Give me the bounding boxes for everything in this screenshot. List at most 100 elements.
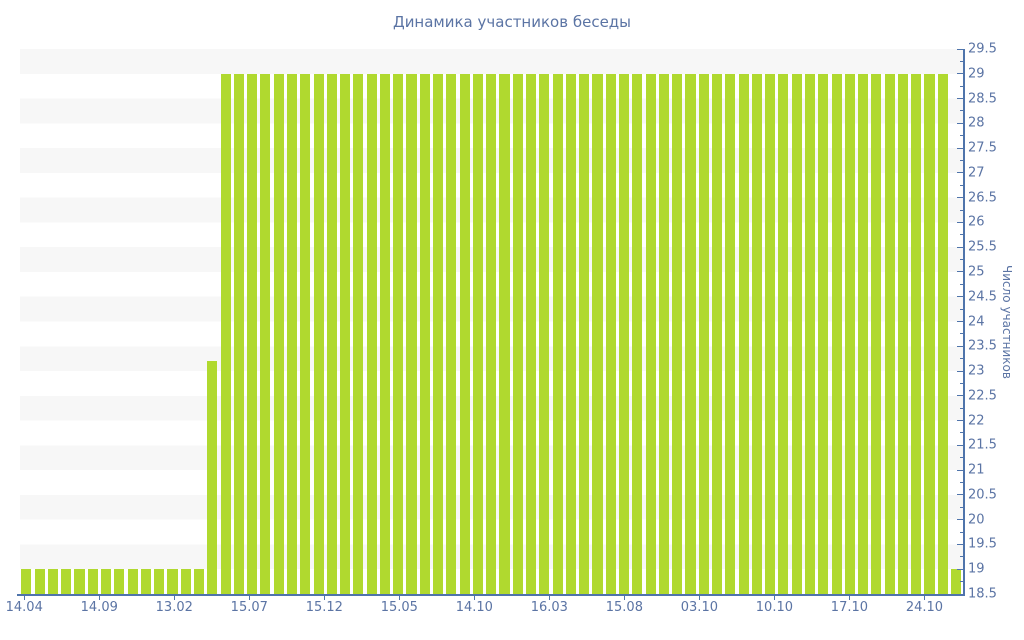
- bar: [658, 73, 669, 594]
- x-axis-line: [17, 594, 965, 596]
- bar: [459, 73, 470, 594]
- y-axis-tick-label: 26.5: [968, 190, 997, 206]
- y-axis-major-tick: [957, 593, 963, 595]
- bar: [818, 73, 829, 594]
- y-axis-major-tick: [957, 147, 963, 149]
- y-axis-tick-label: 29.5: [968, 41, 997, 57]
- bar: [260, 73, 271, 594]
- y-axis-major-tick: [957, 122, 963, 124]
- x-axis-tick: [774, 596, 776, 600]
- bar: [379, 73, 391, 594]
- bar: [472, 73, 483, 594]
- bar: [101, 569, 112, 594]
- bar: [34, 569, 45, 594]
- bar: [937, 73, 948, 594]
- x-axis-labels: 14.04 14.09 13.02 15.07 15.12 15.05 14.10 16.03…: [6, 600, 963, 618]
- y-axis-tick-label: 21: [968, 462, 985, 478]
- bar: [897, 73, 908, 594]
- y-axis-major-tick: [957, 494, 963, 496]
- bar: [552, 73, 563, 594]
- y-axis-major-tick: [957, 172, 963, 174]
- y-axis-minor-tick: [960, 382, 963, 384]
- bar: [884, 73, 895, 594]
- y-axis-tick-label: 24: [968, 314, 985, 329]
- bar: [446, 73, 457, 594]
- bar: [804, 73, 816, 594]
- y-axis-minor-tick: [960, 506, 963, 508]
- bars-container: [20, 49, 963, 594]
- bar: [565, 73, 576, 594]
- bar: [114, 569, 125, 594]
- x-axis-tick: [699, 596, 701, 600]
- y-axis-minor-tick: [960, 209, 963, 211]
- y-axis-tick-label: 18.5: [968, 586, 997, 602]
- y-axis-minor-tick: [960, 60, 963, 62]
- x-axis-tick-label: 15.12: [305, 600, 343, 615]
- bar: [140, 569, 151, 594]
- x-axis-tick-label: 03.10: [680, 600, 718, 615]
- bar: [526, 73, 537, 594]
- bar: [273, 73, 284, 594]
- y-axis-tick-label: 23.5: [968, 338, 997, 354]
- y-axis-major-tick: [957, 271, 963, 273]
- bar: [47, 569, 58, 594]
- x-axis-tick: [474, 596, 476, 600]
- bar: [778, 73, 789, 594]
- y-axis-tick-label: 20: [968, 512, 985, 528]
- bar: [539, 73, 550, 594]
- y-axis-tick-label: 22.5: [968, 388, 997, 404]
- y-axis-tick-label: 23: [968, 363, 985, 379]
- bar: [300, 73, 311, 594]
- y-axis-ticks: [0, 48, 1024, 595]
- bar: [220, 73, 231, 594]
- y-axis-major-tick: [957, 321, 963, 322]
- y-axis-minor-tick: [960, 407, 963, 409]
- bar: [286, 73, 298, 594]
- y-axis-major-tick: [957, 444, 963, 446]
- bar: [61, 569, 72, 594]
- bar: [193, 569, 205, 594]
- bar: [87, 569, 98, 594]
- bar: [340, 73, 351, 594]
- y-axis-major-tick: [957, 73, 963, 75]
- x-axis-tick-label: 13.02: [155, 600, 193, 615]
- x-axis-tick: [24, 596, 26, 600]
- x-axis-tick: [849, 596, 851, 600]
- x-axis-ticks: [20, 596, 963, 601]
- x-axis-tick: [249, 596, 251, 600]
- x-axis-tick: [99, 596, 101, 600]
- y-axis-line: [963, 49, 965, 596]
- y-axis-tick-label: 28: [968, 115, 985, 131]
- bar: [433, 73, 444, 594]
- y-axis-tick-label: 26: [968, 214, 985, 230]
- bar: [167, 569, 178, 594]
- x-axis-tick-label: 24.10: [905, 600, 944, 615]
- y-axis-major-tick: [957, 395, 963, 397]
- y-axis-major-tick: [957, 221, 963, 223]
- bar: [180, 569, 191, 594]
- bar: [233, 73, 244, 594]
- y-axis-minor-tick: [960, 259, 963, 261]
- x-axis-tick-label: 15.08: [605, 600, 643, 615]
- bar: [858, 73, 869, 594]
- y-axis-tick-label: 22: [968, 413, 985, 429]
- y-axis-major-tick: [957, 98, 963, 100]
- y-axis-tick-label: 29: [968, 66, 985, 82]
- y-axis-minor-tick: [960, 556, 963, 558]
- bar: [951, 569, 962, 594]
- bar: [247, 73, 258, 594]
- x-axis-tick: [549, 596, 551, 600]
- bar: [751, 73, 762, 594]
- y-axis-major-tick: [957, 246, 963, 248]
- x-axis-tick-label: 15.07: [230, 600, 268, 615]
- y-axis-major-tick: [957, 197, 963, 199]
- y-axis-labels: 29.5 29 28.5 28 27.5 27 26.5 26 25.5 25 24.5 24 23.5…: [0, 42, 1024, 602]
- bar: [605, 73, 616, 594]
- y-axis-minor-tick: [960, 184, 963, 186]
- y-axis-tick-label: 24.5: [968, 289, 997, 305]
- bar: [313, 73, 324, 594]
- bar: [393, 73, 404, 594]
- x-axis-tick-label: 14.04: [5, 600, 43, 615]
- y-axis-minor-tick: [960, 333, 963, 335]
